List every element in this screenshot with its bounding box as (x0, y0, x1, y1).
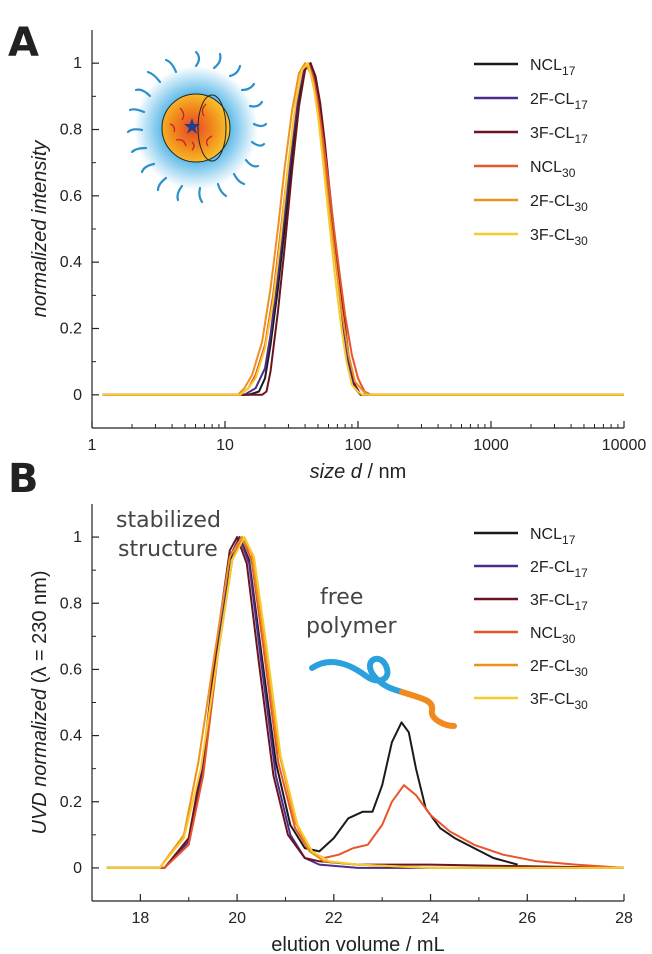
y-tick-label: 0.6 (60, 661, 82, 678)
series-line (106, 536, 625, 869)
x-tick-label: 20 (228, 910, 246, 927)
panel-a-chart: 0 0.2 0.4 0.6 0.8 1 1 10 100 1000 10000 size d / nm… (29, 30, 646, 483)
svg-text:stabilized: stabilized (116, 508, 221, 533)
x-tick-label: 26 (518, 910, 536, 927)
legend-label: NCL17 (530, 57, 576, 78)
x-tick-label: 100 (345, 437, 372, 454)
annotation-stabilized-structure: stabilized structure (116, 508, 221, 562)
series-line (102, 62, 624, 396)
series-line (106, 536, 518, 869)
legend-label: 2F-CL30 (530, 658, 588, 679)
x-tick-label: 10 (216, 437, 234, 454)
polymer-chain-illustration (309, 655, 457, 729)
svg-text:polymer: polymer (306, 614, 398, 639)
legend-label: 2F-CL17 (530, 91, 588, 112)
legend-label: 3F-CL30 (530, 227, 588, 248)
micelle-illustration (126, 50, 268, 204)
x-tick-label: 24 (422, 910, 440, 927)
y-tick-label: 1 (73, 529, 82, 546)
legend-label: NCL30 (530, 625, 576, 646)
panel-b-chart: 0 0.2 0.4 0.6 0.8 1 18 20 22 24 26 28 elution volume… (29, 504, 633, 954)
legend-label: 3F-CL30 (530, 691, 588, 712)
y-tick-label: 1 (73, 55, 82, 72)
legend-label: 3F-CL17 (530, 125, 588, 146)
annotation-free-polymer: free polymer (306, 585, 398, 639)
x-tick-label: 1 (88, 437, 97, 454)
y-tick-label: 0 (73, 860, 82, 877)
x-tick-label: 10000 (602, 437, 647, 454)
legend-label: NCL17 (530, 526, 576, 547)
x-tick-label: 28 (615, 910, 633, 927)
x-tick-label: 1000 (473, 437, 509, 454)
y-tick-label: 0.2 (60, 794, 82, 811)
y-tick-label: 0 (73, 387, 82, 404)
series-line (106, 536, 624, 869)
y-axis-label: UVD normalized (λ = 230 nm) (29, 571, 51, 835)
legend-label: 2F-CL30 (530, 193, 588, 214)
y-tick-label: 0.4 (60, 254, 82, 271)
x-tick-label: 18 (131, 910, 149, 927)
legend-label: NCL30 (530, 159, 576, 180)
y-tick-label: 0.8 (60, 595, 82, 612)
y-tick-label: 0.6 (60, 188, 82, 205)
y-tick-label: 0.8 (60, 122, 82, 139)
panel-label-b: B (8, 456, 39, 502)
legend-label: 2F-CL17 (530, 559, 588, 580)
panel-label-a: A (8, 20, 39, 66)
svg-text:structure: structure (118, 537, 218, 562)
y-axis-label: normalized intensity (29, 140, 51, 318)
x-axis-label: size d / nm (310, 461, 407, 483)
x-axis-label: elution volume / mL (271, 934, 444, 954)
legend-label: 3F-CL17 (530, 592, 588, 613)
x-tick-label: 22 (325, 910, 343, 927)
svg-text:free: free (320, 585, 363, 610)
y-tick-label: 0.2 (60, 321, 82, 338)
series-line (106, 536, 624, 869)
y-tick-label: 0.4 (60, 728, 82, 745)
